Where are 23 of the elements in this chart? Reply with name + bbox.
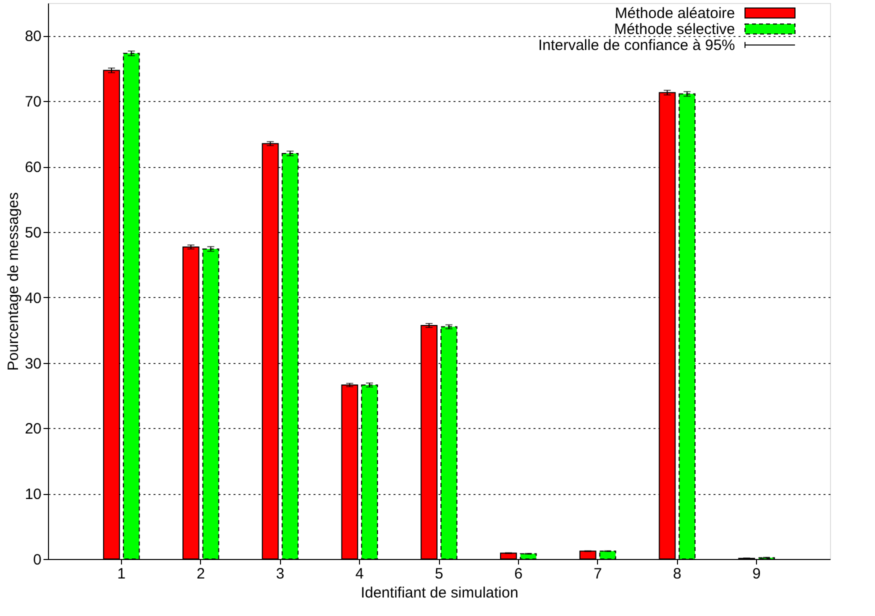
- y-tick-label: 40: [24, 290, 42, 307]
- legend-label: Méthode aléatoire: [614, 5, 735, 22]
- x-tick-label: 8: [673, 566, 682, 582]
- y-tick-label: 60: [24, 159, 42, 176]
- x-tick-label: 9: [752, 566, 761, 582]
- x-tick-label: 2: [196, 566, 205, 582]
- x-tick-label: 1: [117, 566, 126, 582]
- x-tick-label: 6: [514, 566, 523, 582]
- y-tick-label: 0: [33, 552, 42, 568]
- y-axis-title: Pourcentage de messages: [4, 192, 22, 371]
- y-tick-label: 50: [24, 224, 42, 242]
- y-tick-label: 70: [24, 94, 42, 111]
- annotation: Intervalle de confiance à 95%: [538, 37, 735, 54]
- y-tick-label: 20: [24, 420, 42, 438]
- x-tick-label: 5: [434, 566, 444, 582]
- y-tick-label: 30: [24, 355, 42, 372]
- y-tick-label: 10: [24, 486, 42, 504]
- x-tick-label: 3: [276, 566, 284, 582]
- legend-label: Méthode sélective: [614, 21, 735, 38]
- x-tick-label: 4: [355, 566, 364, 582]
- x-tick-label: 7: [594, 566, 602, 582]
- y-tick-label: 80: [24, 28, 42, 46]
- x-axis-title: Identifiant de simulation: [360, 584, 518, 602]
